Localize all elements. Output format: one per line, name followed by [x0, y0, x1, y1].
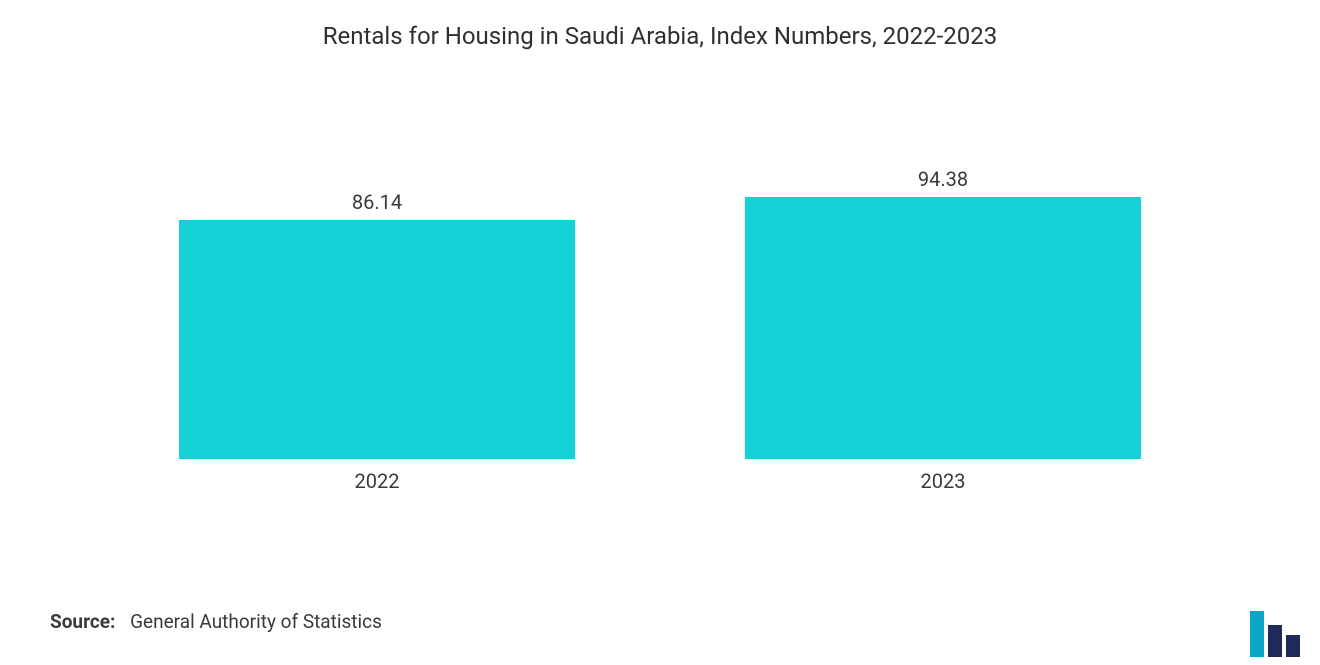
- source-text: General Authority of Statistics: [130, 610, 382, 633]
- chart-container: Rentals for Housing in Saudi Arabia, Ind…: [0, 0, 1320, 665]
- bar-value-1: 94.38: [918, 167, 968, 191]
- bar-label-0: 2022: [355, 469, 400, 493]
- plot-area: 86.14 2022 94.38 2023: [0, 155, 1320, 493]
- source-label: Source:: [50, 610, 115, 633]
- chart-title: Rentals for Housing in Saudi Arabia, Ind…: [0, 0, 1320, 50]
- bar-label-1: 2023: [921, 469, 966, 493]
- brand-logo-icon: [1250, 611, 1302, 659]
- bars-row: 86.14 2022 94.38 2023: [0, 155, 1320, 493]
- bar-0: [179, 220, 575, 459]
- source-line: Source: General Authority of Statistics: [50, 610, 382, 633]
- bar-1: [745, 197, 1141, 459]
- bar-group-0: 86.14 2022: [179, 190, 575, 493]
- bar-value-0: 86.14: [352, 190, 402, 214]
- bar-group-1: 94.38 2023: [745, 167, 1141, 493]
